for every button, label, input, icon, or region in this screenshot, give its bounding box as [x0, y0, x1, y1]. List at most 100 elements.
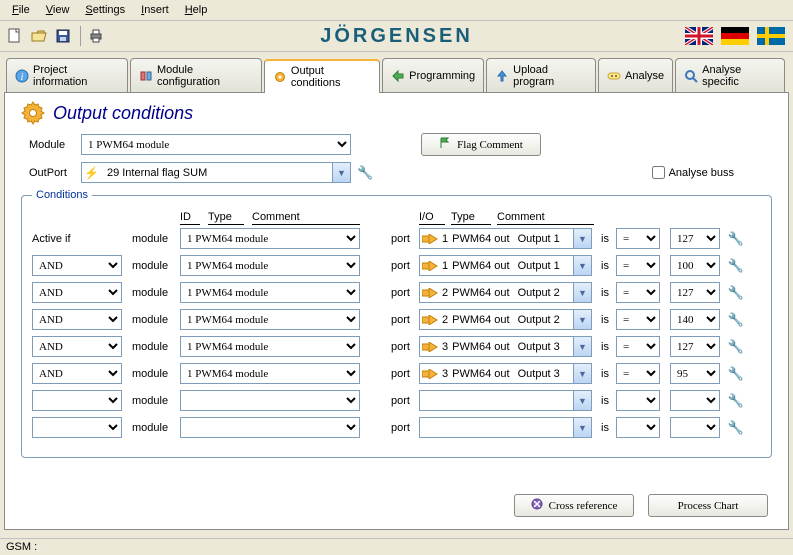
outport-label: OutPort	[29, 167, 81, 179]
comparator-select[interactable]: =	[616, 336, 660, 357]
operator-select[interactable]: AND	[32, 282, 122, 303]
analyse-buss-checkbox[interactable]: Analyse buss	[652, 166, 734, 179]
row-port-dropdown-button[interactable]: ▼	[574, 417, 592, 438]
comparator-select[interactable]: =	[616, 282, 660, 303]
operator-select[interactable]	[32, 417, 122, 438]
comparator-select[interactable]	[616, 417, 660, 438]
tab-upload-program[interactable]: Upload program	[486, 58, 596, 92]
row-module-select[interactable]	[180, 390, 360, 411]
new-icon[interactable]	[4, 25, 26, 47]
row-port-dropdown-button[interactable]: ▼	[574, 336, 592, 357]
value-select[interactable]: 127	[670, 282, 720, 303]
row-port-select[interactable]: 2PWM64 outOutput 2	[419, 282, 574, 303]
menu-insert[interactable]: Insert	[133, 2, 177, 18]
row-module-select[interactable]: 1 PWM64 module	[180, 363, 360, 384]
row-port-dropdown-button[interactable]: ▼	[574, 309, 592, 330]
arrow-out-icon	[422, 341, 438, 353]
tab-output-conditions[interactable]: Output conditions	[264, 59, 380, 93]
value-select[interactable]: 127	[670, 336, 720, 357]
tab-module-configuration[interactable]: Module configuration	[130, 58, 262, 92]
row-port-select[interactable]: 3PWM64 outOutput 3	[419, 336, 574, 357]
value-select[interactable]: 100	[670, 255, 720, 276]
row-module-select[interactable]: 1 PWM64 module	[180, 309, 360, 330]
operator-select[interactable]: AND	[32, 255, 122, 276]
row-port-dropdown-button[interactable]: ▼	[574, 363, 592, 384]
tab-programming[interactable]: Programming	[382, 58, 484, 92]
condition-row: ANDmodule1 PWM64 moduleport2PWM64 outOut…	[32, 308, 761, 331]
value-select[interactable]: 140	[670, 309, 720, 330]
row-port-dropdown-button[interactable]: ▼	[574, 390, 592, 411]
row-port-select[interactable]: 1PWM64 outOutput 1	[419, 255, 574, 276]
conditions-header: ID Type Comment I/O Type Comment	[32, 211, 761, 225]
arrow-out-icon	[422, 260, 438, 272]
comparator-select[interactable]: =	[616, 309, 660, 330]
wrench-icon[interactable]: 🔧	[728, 393, 744, 408]
operator-select[interactable]	[32, 390, 122, 411]
row-port-select[interactable]: 1PWM64 outOutput 1	[419, 228, 574, 249]
print-icon[interactable]	[85, 25, 107, 47]
wrench-icon[interactable]: 🔧	[728, 420, 744, 435]
wrench-icon[interactable]: 🔧	[728, 339, 744, 354]
row-port-dropdown-button[interactable]: ▼	[574, 282, 592, 303]
row-module-select[interactable]: 1 PWM64 module	[180, 255, 360, 276]
module-row-label: module	[132, 422, 180, 434]
is-label: is	[594, 233, 616, 245]
comparator-select[interactable]: =	[616, 255, 660, 276]
comparator-select[interactable]: =	[616, 363, 660, 384]
tab-project-information[interactable]: i Project information	[6, 58, 128, 92]
operator-select[interactable]: AND	[32, 309, 122, 330]
menu-file[interactable]: File	[4, 2, 38, 18]
row-port-select[interactable]	[419, 417, 574, 438]
wrench-icon[interactable]: 🔧	[728, 312, 744, 327]
wrench-icon[interactable]: 🔧	[728, 258, 744, 273]
save-icon[interactable]	[52, 25, 74, 47]
condition-row: ANDmodule1 PWM64 moduleport3PWM64 outOut…	[32, 362, 761, 385]
language-flags	[685, 27, 785, 45]
row-module-select[interactable]	[180, 417, 360, 438]
open-icon[interactable]	[28, 25, 50, 47]
tab-strip: i Project information Module configurati…	[0, 52, 793, 92]
flag-comment-button[interactable]: Flag Comment	[421, 133, 541, 156]
wrench-icon[interactable]: 🔧	[728, 231, 744, 246]
menu-view[interactable]: View	[38, 2, 78, 18]
flag-uk-icon[interactable]	[685, 27, 713, 45]
comparator-select[interactable]	[616, 390, 660, 411]
flag-germany-icon[interactable]	[721, 27, 749, 45]
comparator-select[interactable]: =	[616, 228, 660, 249]
cross-reference-button[interactable]: Cross reference	[514, 494, 634, 517]
module-select[interactable]: 1 PWM64 module	[81, 134, 351, 155]
port-row-label: port	[382, 368, 419, 380]
row-port-select[interactable]	[419, 390, 574, 411]
process-chart-button[interactable]: Process Chart	[648, 494, 768, 517]
row-module-select[interactable]: 1 PWM64 module	[180, 336, 360, 357]
is-label: is	[594, 341, 616, 353]
menu-help[interactable]: Help	[177, 2, 216, 18]
condition-row: ANDmodule1 PWM64 moduleport2PWM64 outOut…	[32, 281, 761, 304]
condition-row: ANDmodule1 PWM64 moduleport3PWM64 outOut…	[32, 335, 761, 358]
wrench-icon[interactable]: 🔧	[728, 285, 744, 300]
module-row-label: module	[132, 314, 180, 326]
row-port-dropdown-button[interactable]: ▼	[574, 255, 592, 276]
value-select[interactable]	[670, 417, 720, 438]
value-select[interactable]: 95	[670, 363, 720, 384]
value-select[interactable]: 127	[670, 228, 720, 249]
row-port-select[interactable]: 2PWM64 outOutput 2	[419, 309, 574, 330]
page-output-conditions: Output conditions Module 1 PWM64 module …	[4, 92, 789, 530]
wrench-icon[interactable]: 🔧	[728, 366, 744, 381]
operator-select[interactable]: AND	[32, 336, 122, 357]
row-module-select[interactable]: 1 PWM64 module	[180, 228, 360, 249]
tab-analyse-specific[interactable]: Analyse specific	[675, 58, 785, 92]
gear-large-icon	[19, 99, 47, 127]
outport-dropdown-button[interactable]: ▼	[333, 162, 351, 183]
outport-select[interactable]: ⚡ 29 Internal flag SUM	[81, 162, 333, 183]
wrench-icon[interactable]: 🔧	[357, 165, 373, 181]
conditions-legend: Conditions	[32, 189, 92, 201]
menu-settings[interactable]: Settings	[77, 2, 133, 18]
tab-analyse[interactable]: Analyse	[598, 58, 673, 92]
row-module-select[interactable]: 1 PWM64 module	[180, 282, 360, 303]
flag-sweden-icon[interactable]	[757, 27, 785, 45]
row-port-dropdown-button[interactable]: ▼	[574, 228, 592, 249]
operator-select[interactable]: AND	[32, 363, 122, 384]
value-select[interactable]	[670, 390, 720, 411]
row-port-select[interactable]: 3PWM64 outOutput 3	[419, 363, 574, 384]
